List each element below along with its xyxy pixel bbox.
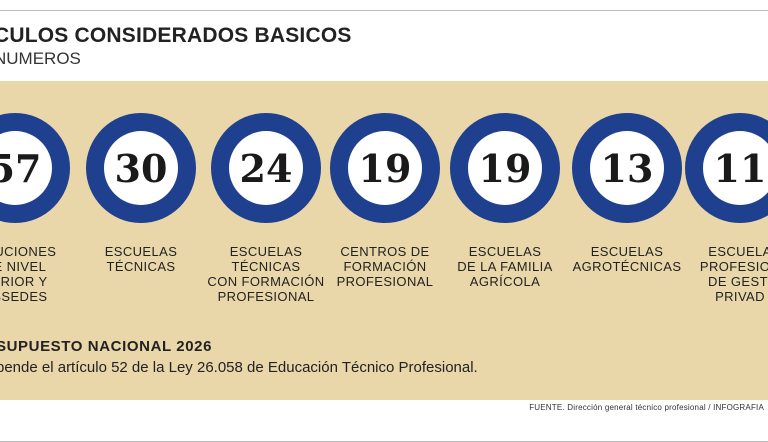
value-label: 19 xyxy=(479,146,532,191)
category-label: ESCUELAS AGROTÉCNICAS xyxy=(572,244,682,274)
circle-mark: 30 xyxy=(86,113,196,223)
budget-text: pende el artículo 52 de la Ley 26.058 de… xyxy=(0,359,478,376)
value-label: 30 xyxy=(115,146,168,191)
circle-mark: 57 xyxy=(0,113,70,223)
circle-disc xyxy=(590,131,664,205)
circle-disc xyxy=(348,131,422,205)
circle-disc xyxy=(0,131,52,205)
circle-disc xyxy=(703,131,768,205)
circles-chart: 57 30 24 19 19 13 11 xyxy=(0,113,768,223)
source-note: FUENTE. Dirección general técnico profes… xyxy=(529,403,764,412)
value-label: 24 xyxy=(240,146,293,191)
footer xyxy=(0,400,768,432)
infographic-title: CULOS CONSIDERADOS BASICOS xyxy=(0,24,352,47)
value-label: 57 xyxy=(0,146,41,191)
circle-disc xyxy=(104,131,178,205)
circle-mark: 24 xyxy=(211,113,321,223)
budget-title: SUPUESTO NACIONAL 2026 xyxy=(0,338,213,355)
category-label: TITUCIONESDE NIVELPERIOR YUBSEDES xyxy=(0,244,57,304)
circle-mark: 19 xyxy=(330,113,440,223)
category-label: ESCUELAS DE LA FAMILIA AGRÍCOLA xyxy=(457,244,553,289)
value-label: 11 xyxy=(714,146,767,191)
category-label: CENTROS DE FORMACIÓN PROFESIONAL xyxy=(336,244,434,289)
category-label: ESCUELAS TÉCNICAS CON FORMACIÓN PROFESIONAL xyxy=(207,244,325,304)
infographic-subtitle: NUMEROS xyxy=(0,49,81,68)
circle-mark: 13 xyxy=(572,113,682,223)
circle-mark: 19 xyxy=(450,113,560,223)
circle-disc xyxy=(229,131,303,205)
circle-mark: 11 xyxy=(685,113,768,223)
circle-disc xyxy=(468,131,542,205)
category-label: ESCUELAS TÉCNICAS xyxy=(104,244,178,274)
value-label: 13 xyxy=(601,146,654,191)
value-label: 19 xyxy=(359,146,412,191)
